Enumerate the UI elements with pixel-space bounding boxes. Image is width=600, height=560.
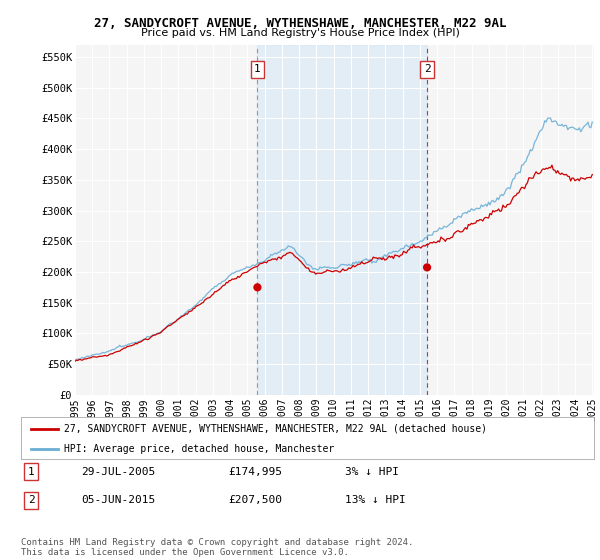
Text: 05-JUN-2015: 05-JUN-2015: [81, 495, 155, 505]
Point: [253, 283, 262, 292]
Text: 29-JUL-2005: 29-JUL-2005: [81, 466, 155, 477]
Text: £207,500: £207,500: [228, 495, 282, 505]
Text: 1: 1: [254, 64, 261, 74]
Text: 27, SANDYCROFT AVENUE, WYTHENSHAWE, MANCHESTER, M22 9AL (detached house): 27, SANDYCROFT AVENUE, WYTHENSHAWE, MANC…: [64, 424, 487, 434]
Text: 3% ↓ HPI: 3% ↓ HPI: [345, 466, 399, 477]
Text: HPI: Average price, detached house, Manchester: HPI: Average price, detached house, Manc…: [64, 444, 334, 454]
Text: 13% ↓ HPI: 13% ↓ HPI: [345, 495, 406, 505]
Text: £174,995: £174,995: [228, 466, 282, 477]
Text: 2: 2: [424, 64, 430, 74]
Text: 27, SANDYCROFT AVENUE, WYTHENSHAWE, MANCHESTER, M22 9AL: 27, SANDYCROFT AVENUE, WYTHENSHAWE, MANC…: [94, 17, 506, 30]
Text: Price paid vs. HM Land Registry's House Price Index (HPI): Price paid vs. HM Land Registry's House …: [140, 28, 460, 38]
Bar: [257, 45, 427, 395]
Text: 2: 2: [28, 495, 35, 505]
Text: 1: 1: [28, 466, 35, 477]
Text: Contains HM Land Registry data © Crown copyright and database right 2024.
This d: Contains HM Land Registry data © Crown c…: [21, 538, 413, 557]
Point: [422, 263, 432, 272]
